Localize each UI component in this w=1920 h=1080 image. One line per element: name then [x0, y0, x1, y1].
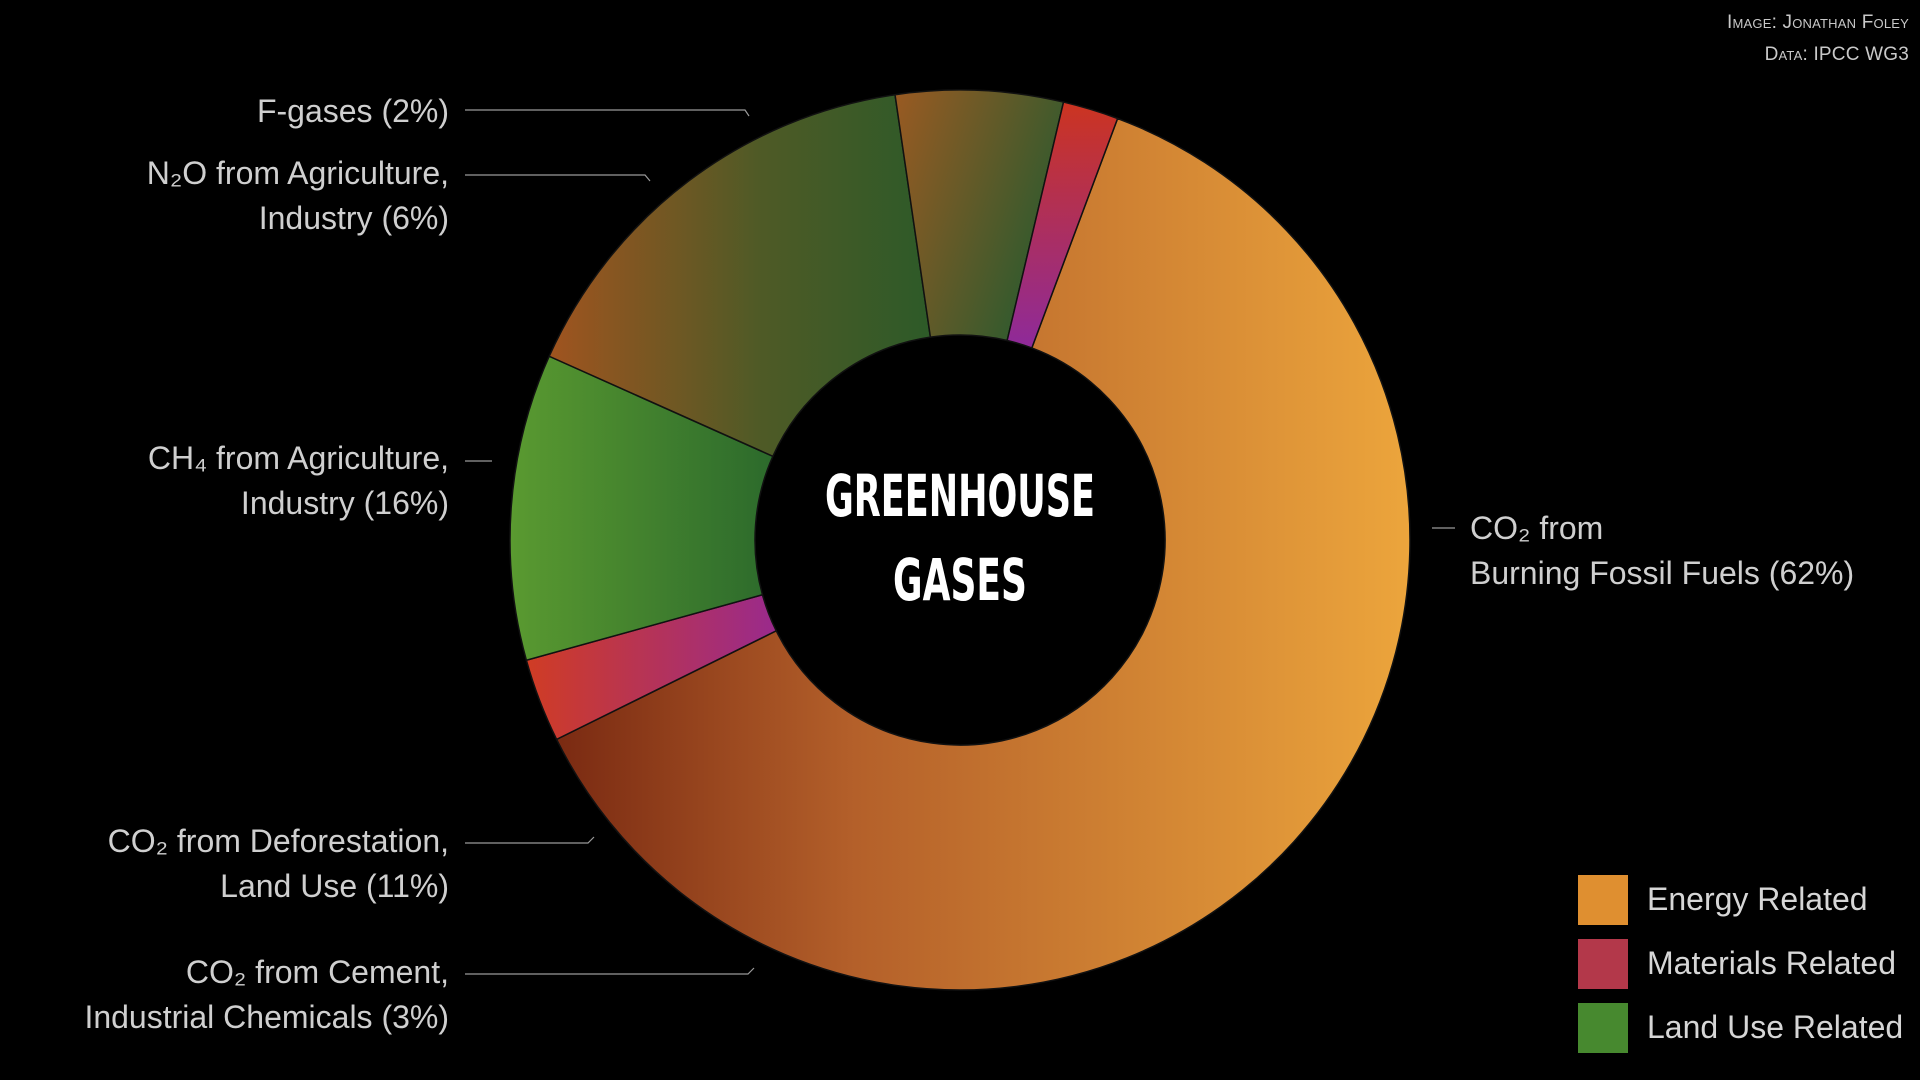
legend-item-land-use: Land Use Related	[1578, 1003, 1918, 1053]
label-co2-fossil-fuels: CO₂ from Burning Fossil Fuels (62%)	[1470, 510, 1855, 591]
legend-label-energy: Energy Related	[1647, 881, 1868, 917]
legend-swatch-materials	[1578, 939, 1628, 989]
leader-co2-cement	[465, 967, 755, 975]
label-n2o: N₂O from Agriculture, Industry (6%)	[146, 155, 449, 236]
slice-f-gases	[1006, 101, 1119, 349]
image-credit: Image: Jonathan Foley	[1727, 12, 1909, 33]
legend-swatch-land-use	[1578, 1003, 1628, 1053]
data-credit: Data: IPCC WG3	[1764, 44, 1909, 65]
slice-ch4	[548, 93, 932, 458]
legend-item-energy: Energy Related	[1578, 875, 1918, 925]
label-co2-cement: CO₂ from Cement, Industrial Chemicals (3…	[84, 954, 449, 1035]
leader-co2-deforestation	[465, 836, 595, 844]
leader-f-gases	[465, 109, 750, 117]
label-f-gases: F-gases (2%)	[256, 93, 449, 129]
slice-co2-deforestation	[509, 355, 774, 662]
center-title-line-1: GREENHOUSE	[825, 462, 1095, 530]
legend-label-materials: Materials Related	[1647, 945, 1896, 981]
center-title-line-2: GASES	[893, 546, 1027, 614]
slice-co2-fossil-fuels	[555, 117, 1411, 991]
legend-swatch-energy	[1578, 875, 1628, 925]
label-ch4: CH₄ from Agriculture, Industry (16%)	[147, 440, 449, 521]
legend-item-materials: Materials Related	[1578, 939, 1918, 989]
legend-label-land-use: Land Use Related	[1647, 1009, 1904, 1045]
label-co2-deforestation: CO₂ from Deforestation, Land Use (11%)	[107, 823, 449, 904]
leader-n2o	[465, 174, 651, 182]
